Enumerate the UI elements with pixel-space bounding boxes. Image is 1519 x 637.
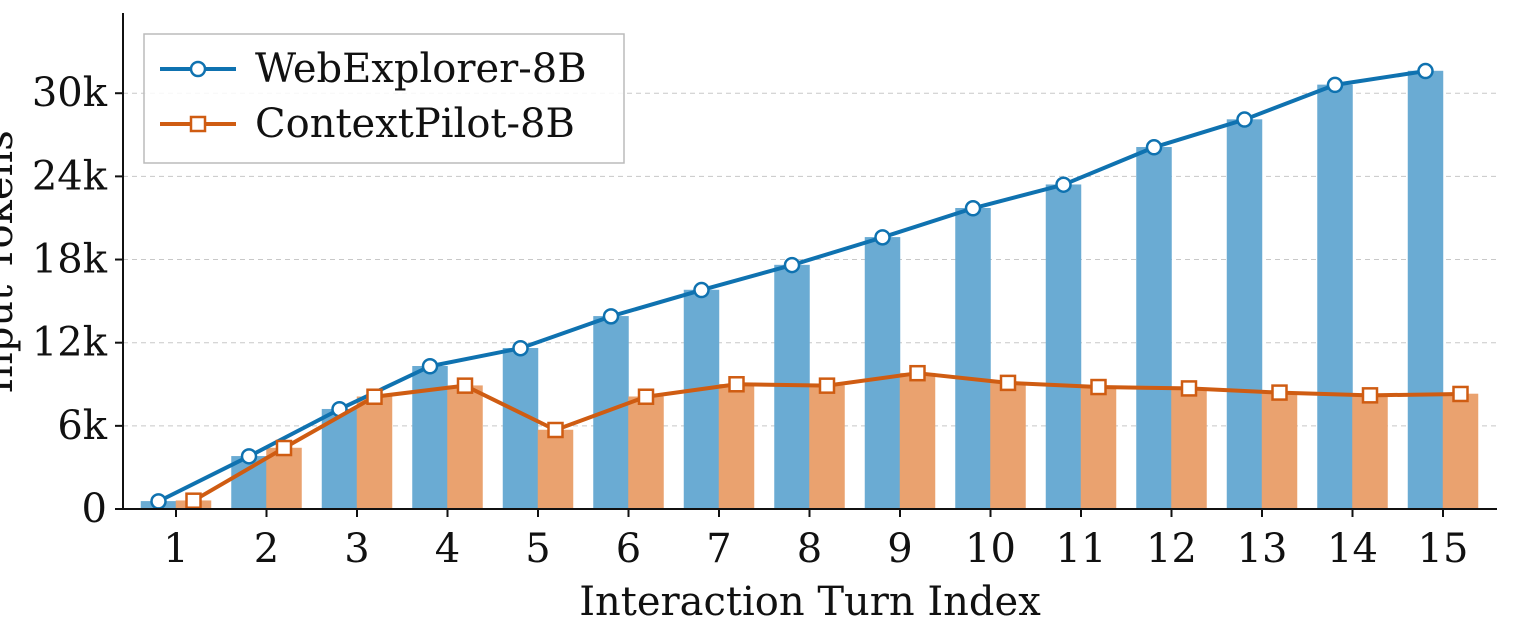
bar-contextpilot (1442, 393, 1479, 510)
data-point-webexplorer (602, 308, 620, 325)
x-tick-label: 9 (887, 526, 912, 572)
bar-webexplorer (502, 347, 539, 510)
data-point-contextpilot (1452, 385, 1469, 403)
x-tick-label: 2 (254, 526, 279, 572)
data-point-webexplorer (1145, 139, 1163, 156)
data-point-webexplorer (693, 281, 710, 299)
x-tick-label: 5 (525, 526, 550, 572)
bar-contextpilot (266, 447, 302, 510)
data-point-webexplorer (1417, 62, 1434, 80)
y-tick-label: 24k (32, 153, 108, 199)
bar-contextpilot (537, 429, 574, 510)
legend-label: ContextPilot-8B (255, 101, 575, 147)
bar-webexplorer (1226, 119, 1263, 510)
x-tick-label: 7 (706, 526, 731, 572)
data-point-contextpilot (366, 388, 383, 405)
bars (140, 70, 1479, 510)
x-tick-label: 8 (797, 526, 822, 572)
axes (115, 13, 1497, 517)
bar-contextpilot (1171, 388, 1207, 510)
data-point-webexplorer (150, 493, 167, 510)
legend-box (143, 33, 625, 164)
bar-contextpilot (1080, 386, 1117, 510)
x-tick-label: 3 (344, 526, 369, 572)
data-point-webexplorer (1236, 111, 1253, 128)
x-tick-label: 13 (1237, 526, 1288, 572)
bar-contextpilot (628, 396, 664, 510)
x-tick-label: 14 (1327, 526, 1378, 572)
legend: WebExplorer-8B ContextPilot-8B (143, 33, 625, 164)
bar-webexplorer (1045, 184, 1082, 510)
data-point-contextpilot (185, 492, 202, 509)
x-tick-label: 10 (965, 526, 1016, 572)
data-point-webexplorer (1326, 76, 1344, 94)
data-point-contextpilot (909, 364, 926, 382)
bar-webexplorer (321, 408, 358, 510)
data-point-contextpilot (728, 376, 745, 393)
x-tick-label: 1 (163, 526, 188, 572)
data-point-contextpilot (1361, 387, 1379, 404)
data-point-contextpilot (547, 421, 564, 439)
x-tick-label: 4 (435, 526, 460, 572)
data-point-webexplorer (240, 448, 258, 465)
y-tick-label: 30k (32, 70, 108, 116)
legend-label: WebExplorer-8B (255, 46, 587, 92)
data-point-webexplorer (421, 358, 439, 375)
data-point-contextpilot (637, 388, 655, 405)
data-point-contextpilot (999, 374, 1017, 392)
bar-contextpilot (1352, 395, 1388, 510)
x-tick-label: 6 (616, 526, 641, 572)
x-tick-label: 11 (1056, 526, 1107, 572)
data-point-webexplorer (783, 256, 801, 274)
bar-webexplorer (683, 289, 720, 510)
legend-marker-circle (189, 60, 207, 78)
bar-contextpilot (990, 382, 1026, 510)
data-point-webexplorer (512, 339, 529, 357)
bar-contextpilot (447, 385, 483, 510)
bar-webexplorer (1407, 70, 1444, 510)
data-point-contextpilot (1271, 384, 1288, 401)
bar-webexplorer (955, 208, 991, 510)
x-axis-title: Interaction Turn Index (579, 579, 1041, 625)
bar-contextpilot (899, 372, 936, 510)
bar-contextpilot (809, 385, 845, 510)
bar-webexplorer (1136, 147, 1172, 510)
y-tick-label: 0 (82, 486, 107, 532)
x-tick-label: 15 (1418, 526, 1469, 572)
legend-marker-square (189, 115, 207, 133)
data-point-webexplorer (1055, 176, 1072, 193)
y-tick-label: 12k (32, 320, 108, 366)
data-point-contextpilot (1180, 380, 1198, 397)
y-tick-label: 18k (32, 237, 108, 283)
bar-webexplorer (1317, 84, 1353, 510)
bar-contextpilot (1261, 392, 1298, 510)
y-axis-title: Input Tokens (0, 130, 22, 394)
data-point-webexplorer (964, 200, 982, 217)
bar-contextpilot (356, 396, 393, 510)
bar-contextpilot (718, 384, 755, 510)
y-tick-label: 6k (57, 403, 107, 449)
x-tick-label: 12 (1146, 526, 1197, 572)
data-point-contextpilot (1090, 378, 1107, 396)
bar-webexplorer (864, 237, 901, 510)
data-point-webexplorer (874, 229, 891, 246)
data-point-contextpilot (818, 377, 836, 394)
data-point-contextpilot (275, 439, 293, 457)
data-point-contextpilot (456, 377, 474, 394)
series-lines (150, 62, 1469, 510)
